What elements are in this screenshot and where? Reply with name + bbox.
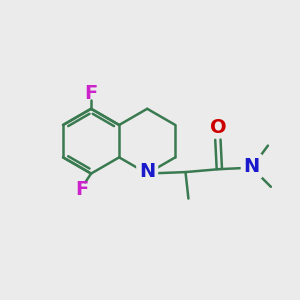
Text: O: O xyxy=(210,118,226,137)
Text: N: N xyxy=(244,157,260,176)
Text: F: F xyxy=(76,180,89,199)
Text: F: F xyxy=(85,84,98,103)
Text: N: N xyxy=(139,162,155,181)
